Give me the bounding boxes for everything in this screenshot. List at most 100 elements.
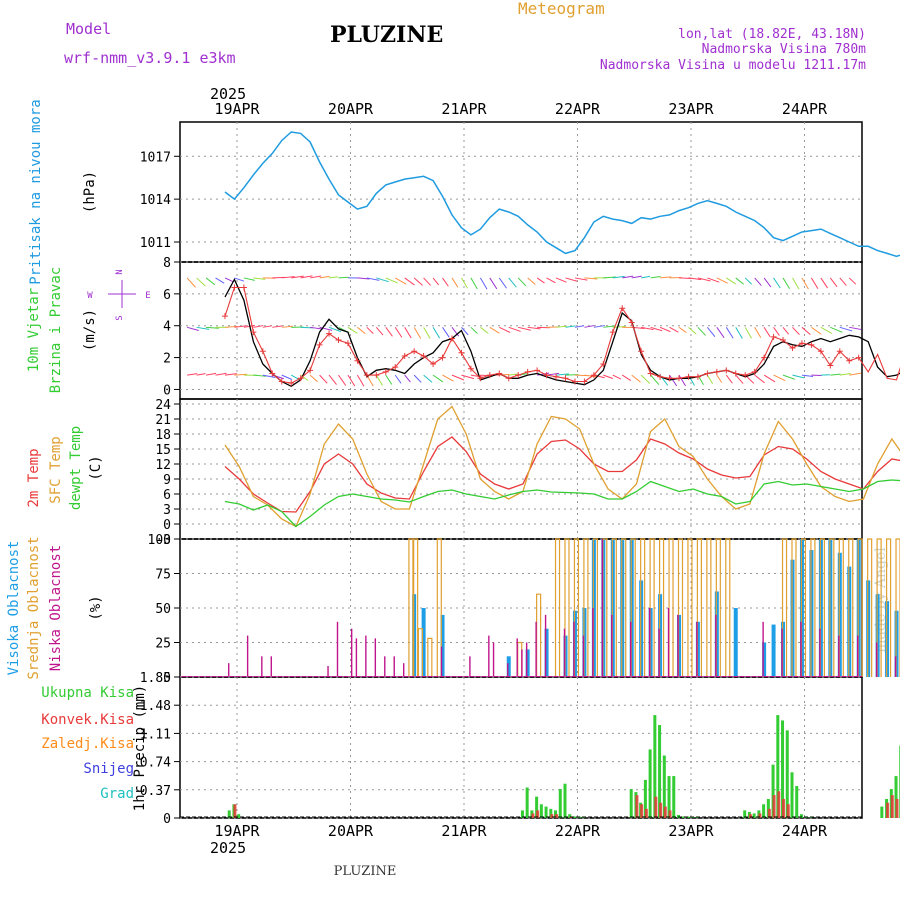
x-tick-bottom-label: 19APR	[214, 822, 260, 840]
precip-conv-bar	[531, 813, 535, 818]
wind-arrow	[253, 277, 266, 280]
wind-arrow	[754, 374, 765, 384]
cloud-mid-bar	[876, 538, 882, 677]
wind-arrow	[555, 277, 567, 283]
wind-arrow	[442, 327, 450, 338]
wind-arrow	[366, 326, 374, 334]
wind-arrow	[394, 374, 402, 384]
precip-legend-item: Grad	[100, 786, 134, 802]
wind-unit: (m/s)	[82, 309, 98, 351]
cloud-high-bar	[762, 642, 767, 677]
wind-gust-marker	[827, 362, 834, 369]
wind-gust-marker	[307, 367, 314, 374]
wind-gust-marker	[619, 305, 626, 312]
wind-arrow	[423, 277, 431, 286]
wind-arrow	[498, 277, 508, 289]
precip-total-bar	[525, 787, 529, 818]
wind-gust-marker	[486, 372, 493, 379]
precip-total-bar	[795, 785, 799, 818]
y-tick-label: 1011	[140, 236, 171, 251]
precip-conv-bar	[772, 795, 776, 818]
wind-arrow	[479, 277, 488, 290]
wind-gust-marker	[581, 378, 588, 385]
wind-arrow	[309, 374, 319, 383]
precip-total-bar	[643, 779, 647, 818]
wind-arrow	[744, 277, 753, 285]
wind-arrow	[375, 374, 383, 386]
wind-arrow	[206, 326, 220, 329]
wind-arrow	[347, 374, 356, 387]
wind-arrow	[763, 277, 772, 288]
x-tick-bottom-label: 24APR	[782, 822, 828, 840]
wind-arrow	[631, 374, 641, 383]
precip-conv-bar	[668, 810, 672, 818]
wind-arrow	[385, 374, 393, 385]
precip-total-bar	[743, 810, 747, 818]
precip-total-bar	[681, 816, 685, 818]
wind-arrow	[763, 374, 776, 383]
precip-legend-item: Snijeg	[83, 761, 134, 777]
wind-gust-marker	[221, 313, 228, 320]
temp-ylabel-sub: SFC Temp	[48, 436, 64, 503]
cloud-mid-bar	[829, 538, 835, 677]
wind-arrow	[726, 277, 736, 285]
wind-gust-marker	[609, 329, 616, 336]
y-tick-label: 6	[163, 488, 171, 503]
wind-gust-marker	[732, 370, 739, 377]
wind-gust-marker	[647, 370, 654, 377]
precip-total-bar	[695, 817, 699, 818]
precip-total-bar	[766, 798, 770, 818]
wind-gust-line	[224, 286, 900, 384]
wind-arrow	[716, 327, 725, 338]
wind-arrow	[224, 277, 234, 283]
cloud-mid-bar	[895, 538, 900, 677]
wind-arrow	[546, 277, 556, 284]
wind-arrow	[839, 373, 851, 376]
wind-gust-marker	[600, 360, 607, 367]
y-tick-label: 1.11	[140, 727, 171, 742]
cloud-mid-bar	[427, 637, 433, 677]
precip-total-bar	[539, 804, 543, 818]
pressure-line	[224, 131, 900, 258]
y-tick-label: -3	[155, 533, 171, 548]
cloud-high-bar	[525, 649, 530, 677]
y-tick-label: 100	[148, 533, 171, 548]
wind-gust-marker	[742, 372, 749, 379]
y-tick-label: 1.85	[140, 671, 171, 686]
precip-conv-bar	[786, 804, 790, 818]
wind-gust-marker	[562, 375, 569, 382]
wind-gust-marker	[467, 365, 474, 372]
precip-conv-bar	[644, 808, 648, 818]
wind-arrow	[839, 277, 847, 286]
wind-arrow	[451, 327, 460, 337]
cloud-mid-bar	[640, 538, 646, 677]
wind-gust-marker	[571, 378, 578, 385]
wind-arrow	[262, 374, 276, 378]
x-tick-bottom-label: 23APR	[668, 822, 714, 840]
precip-conv-bar	[555, 814, 559, 818]
wind-arrow	[660, 276, 672, 279]
wind-arrow	[508, 373, 518, 376]
wind-arrow	[763, 327, 771, 337]
wind-arrow	[300, 374, 309, 381]
cloud-mid-bar	[715, 538, 721, 677]
wind-arrow	[196, 277, 206, 287]
wind-arrow	[593, 325, 605, 328]
wind-arrow	[584, 277, 598, 280]
precip-total-bar	[781, 720, 785, 818]
wind-arrow	[801, 374, 814, 378]
wind-arrow	[849, 372, 862, 376]
cloud-mid-bar	[706, 538, 712, 677]
wind-gust-marker	[411, 348, 418, 355]
y-tick-label: 50	[155, 602, 171, 617]
wind-gust-marker	[448, 335, 455, 342]
wind-arrow	[404, 374, 411, 383]
precip-total-bar	[237, 814, 241, 818]
precip-total-bar	[662, 755, 666, 818]
wind-arrow	[773, 277, 781, 289]
panel-frame-precip	[179, 676, 863, 819]
wind-arrow	[782, 277, 791, 290]
wind-arrow	[262, 325, 272, 328]
cloud-mid-bar	[621, 538, 627, 677]
